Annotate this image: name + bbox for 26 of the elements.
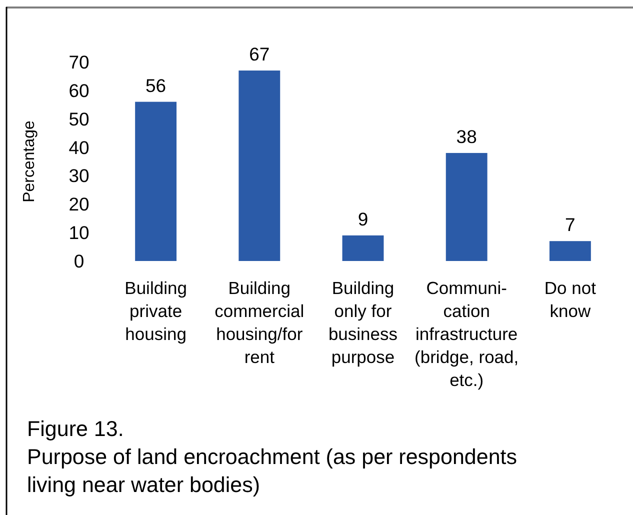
text: Purpose of land encroachment (as per respondents living near water bodies) bbox=[27, 445, 518, 497]
y-tick-label: 50 bbox=[68, 108, 90, 130]
x-tick-label: Building commercial housing/for rent bbox=[214, 278, 304, 367]
data-label: 56 bbox=[146, 74, 166, 96]
data-label: 9 bbox=[358, 208, 368, 230]
bar bbox=[342, 235, 384, 261]
bar bbox=[135, 102, 177, 261]
y-tick-label: 30 bbox=[68, 165, 90, 186]
text: Figure 13. bbox=[27, 417, 124, 441]
y-tick-label: 70 bbox=[68, 51, 90, 72]
bar bbox=[238, 70, 280, 261]
y-tick-label: 60 bbox=[68, 80, 90, 101]
data-label: 38 bbox=[456, 126, 477, 147]
x-tick-label: Communi- cation infrastructure (bridge, road, etc.) bbox=[414, 278, 519, 390]
data-label: 67 bbox=[249, 44, 270, 65]
y-tick-label: 0 bbox=[74, 250, 84, 272]
data-label: 7 bbox=[565, 214, 576, 236]
x-tick-label: Building only for business purpose bbox=[328, 278, 398, 367]
y-axis-title: Percentage bbox=[21, 120, 38, 202]
x-tick-label: Do not know bbox=[544, 278, 596, 321]
bar bbox=[446, 152, 488, 261]
bar bbox=[549, 241, 591, 261]
y-tick-label: 40 bbox=[68, 136, 90, 158]
y-tick-label: 20 bbox=[68, 194, 90, 215]
y-tick-label: 10 bbox=[68, 222, 90, 244]
x-tick-label: Building private housing bbox=[124, 278, 187, 344]
